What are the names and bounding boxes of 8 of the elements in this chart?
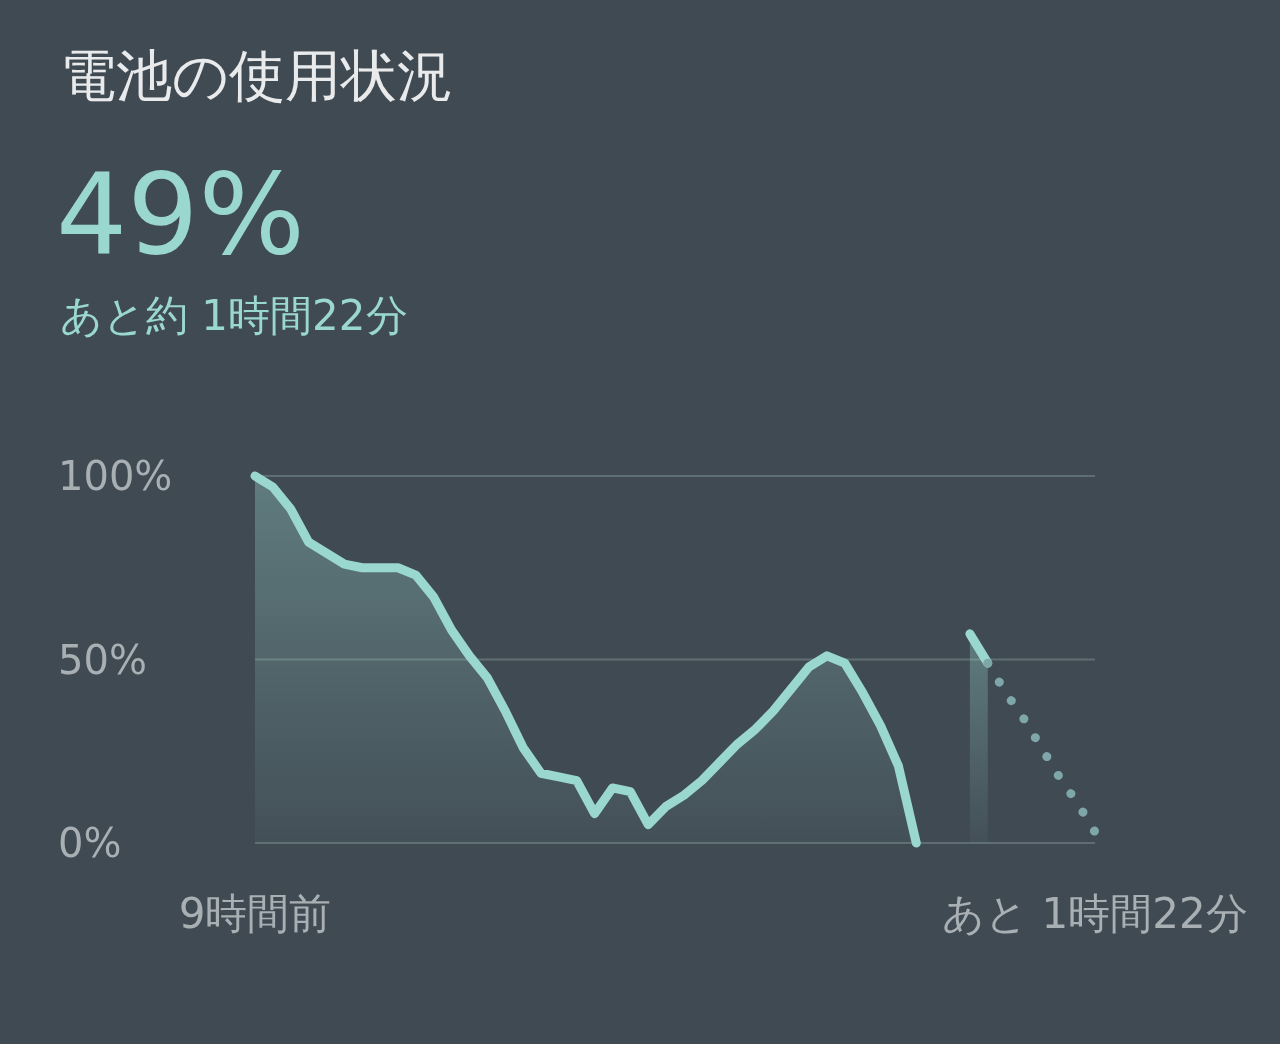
text: あと約 1時間22分 (60, 291, 408, 340)
y-tick-label: 0% (58, 820, 122, 866)
chart-subtitle: 49% (56, 149, 305, 279)
y-tick-label: 50% (58, 636, 147, 683)
y-tick-label: 100% (58, 453, 173, 499)
x-tick-label: 9時間前 (178, 889, 332, 938)
x-tick-label: あと 1時間22分 (942, 889, 1248, 938)
chart-title: 電池の使用状況 (60, 43, 453, 108)
